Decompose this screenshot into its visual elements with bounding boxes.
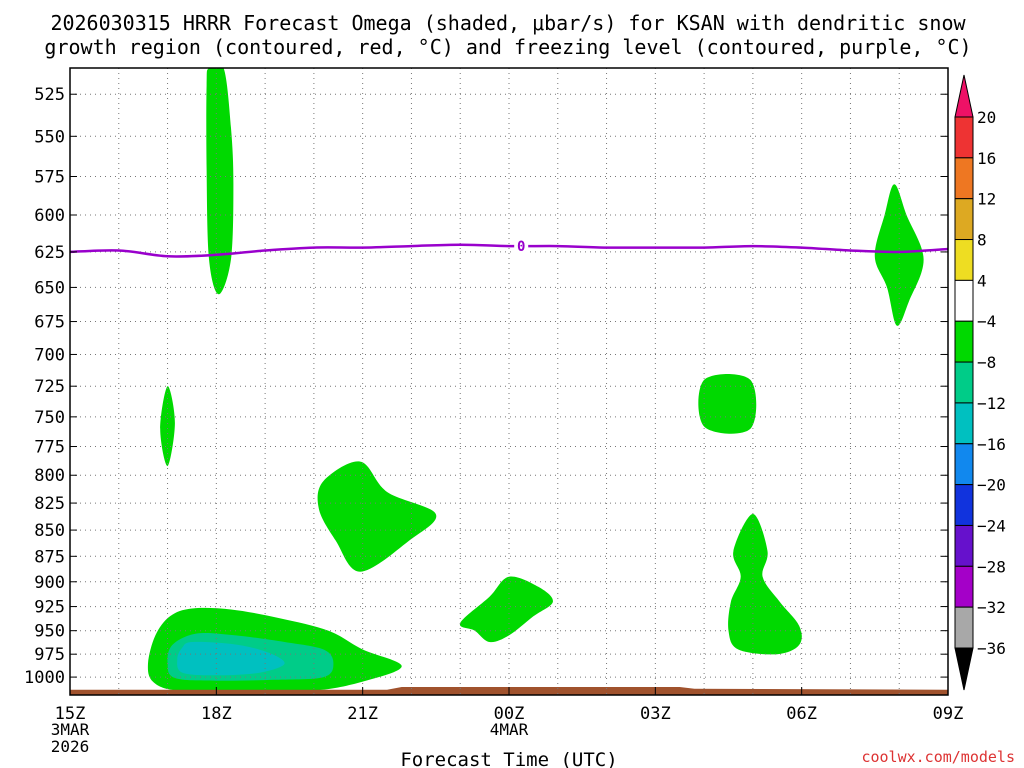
y-tick-label: 850 (34, 521, 65, 541)
y-tick-label: 650 (34, 278, 65, 298)
y-tick-label: 700 (34, 345, 65, 365)
y-tick-label: 550 (34, 127, 65, 147)
chart-title-line1: 2026030315 HRRR Forecast Omega (shaded, … (50, 11, 966, 35)
colorbar-label: 8 (977, 231, 987, 250)
plot-clip-group: 0 (70, 68, 948, 695)
colorbar-label: −8 (977, 353, 996, 372)
y-tick-label: 575 (34, 168, 65, 188)
colorbar-label: −32 (977, 598, 1006, 617)
omega-region-6 (459, 576, 553, 643)
y-tick-label: 825 (34, 494, 65, 514)
colorbar-swatch (954, 402, 974, 445)
colorbar-label: 12 (977, 190, 996, 209)
y-tick-label: 600 (34, 206, 65, 226)
colorbar-label: −4 (977, 312, 996, 331)
x-tick-label: 06Z (786, 704, 817, 724)
y-tick-label: 525 (34, 85, 65, 105)
colorbar-swatch (954, 279, 974, 322)
x-tick-label: 18Z (201, 704, 232, 724)
colorbar-bottom-triangle (954, 647, 974, 691)
y-tick-label: 625 (34, 243, 65, 263)
y-tick-label: 900 (34, 573, 65, 593)
y-tick-label: 1000 (24, 668, 65, 688)
colorbar-swatch (954, 524, 974, 567)
plot-area: 0 (70, 68, 948, 695)
y-tick-label: 875 (34, 547, 65, 567)
x-tick-sublabel: 3MAR (51, 720, 90, 739)
colorbar-swatch (954, 116, 974, 159)
colorbar-swatch (954, 157, 974, 200)
colorbar-swatch (954, 484, 974, 526)
colorbar-swatch (954, 239, 974, 281)
colorbar-label: 16 (977, 149, 996, 168)
omega-region-9 (177, 641, 285, 676)
colorbar-label: −16 (977, 435, 1006, 454)
x-tick-label: 09Z (933, 704, 964, 724)
y-tick-label: 975 (34, 645, 65, 665)
colorbar-swatch (954, 565, 974, 608)
colorbar-swatch (954, 198, 974, 241)
omega-region-4 (317, 461, 437, 572)
x-tick-label: 00Z (494, 704, 525, 724)
colorbar-label: 4 (977, 271, 987, 290)
colorbar-label: −12 (977, 394, 1006, 413)
omega-region-2 (160, 386, 175, 467)
y-tick-label: 950 (34, 622, 65, 642)
x-axis-label: Forecast Time (UTC) (400, 749, 617, 768)
colorbar-label: −28 (977, 557, 1006, 576)
freezing-label-bg (514, 238, 529, 255)
y-tick-label: 775 (34, 438, 65, 458)
freezing-level-line (70, 243, 948, 258)
omega-region-1 (874, 184, 924, 326)
omega-region-5 (728, 514, 802, 655)
colorbar-label: −20 (977, 476, 1006, 495)
y-tick-label: 750 (34, 408, 65, 428)
colorbar-swatch (954, 606, 974, 649)
colorbar-swatch (954, 361, 974, 404)
colorbar-swatch (954, 443, 974, 486)
x-tick-label: 03Z (640, 704, 671, 724)
x-tick-sublabel: 4MAR (490, 720, 529, 739)
colorbar-swatch (954, 320, 974, 363)
colorbar-label: 20 (977, 108, 996, 127)
y-tick-label: 800 (34, 466, 65, 486)
colorbar-label: −36 (977, 639, 1006, 658)
x-tick-label: 15Z (55, 704, 86, 724)
x-tick-sublabel-year: 2026 (51, 737, 90, 756)
colorbar-top-triangle (954, 74, 974, 118)
omega-region-0 (206, 68, 234, 295)
y-tick-label: 725 (34, 377, 65, 397)
freezing-level-label: 0 (517, 239, 525, 255)
omega-region-3 (698, 373, 757, 434)
colorbar: 20 16 12 8 4 −4 −8 −12 −16 −20 −24 −28 −32 −36 (954, 74, 1006, 691)
axes: 525 550 575 600 625 650 675 700 725 750 775 800 825 8… (24, 67, 964, 756)
chart-title-line2: growth region (contoured, red, °C) and f… (44, 35, 971, 59)
colorbar-label: −24 (977, 516, 1006, 535)
y-tick-label: 675 (34, 313, 65, 333)
site-credit: coolwx.com/models (861, 748, 1015, 766)
x-tick-label: 21Z (347, 704, 378, 724)
y-tick-label: 925 (34, 598, 65, 618)
